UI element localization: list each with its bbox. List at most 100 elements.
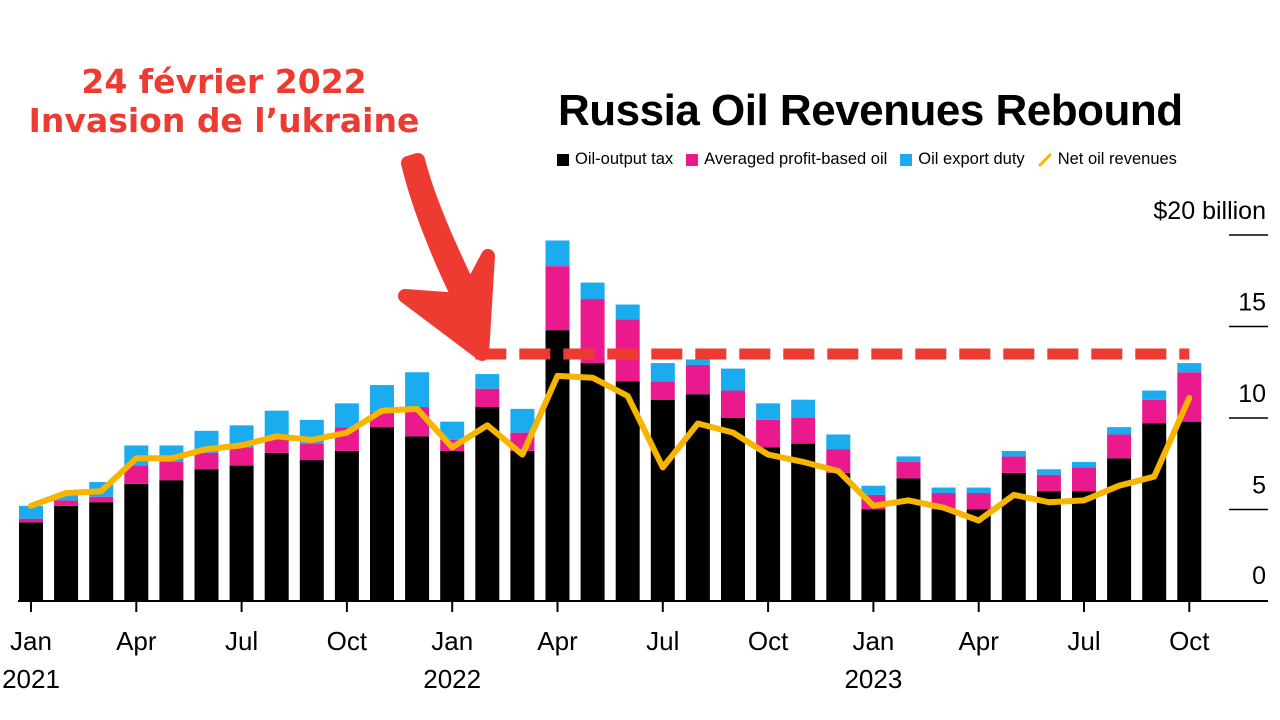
bar-oil-output-tax [826, 472, 851, 601]
legend-label-export-duty: Oil export duty [918, 150, 1025, 168]
bar-export-duty [1072, 461, 1096, 468]
bar-profit-based [650, 381, 675, 400]
bar-profit-based [475, 388, 500, 408]
bar-export-duty [685, 359, 710, 365]
bar-export-duty [580, 282, 605, 300]
bar-export-duty [545, 240, 570, 267]
x-tick-label: Apr [958, 626, 999, 656]
x-tick-label: Jan [431, 626, 473, 656]
bar-oil-output-tax [721, 418, 745, 601]
bar-oil-output-tax [510, 450, 535, 601]
bar-profit-based [299, 443, 324, 461]
bar-oil-output-tax [1036, 491, 1061, 601]
bar-profit-based [896, 461, 921, 479]
bar-export-duty [1107, 427, 1132, 435]
y-tick-label: $20 billion [1153, 197, 1266, 225]
bar-profit-based [54, 500, 79, 506]
bar-export-duty [721, 368, 745, 391]
x-year-label: 2023 [844, 664, 902, 694]
bar-oil-output-tax [1107, 458, 1132, 601]
bar-oil-output-tax [861, 509, 886, 601]
bar-export-duty [54, 494, 79, 501]
net-revenue-line-layer [28, 372, 1193, 524]
bar-profit-based [966, 493, 991, 510]
x-tick-label: Oct [327, 626, 368, 656]
bar-oil-output-tax [966, 509, 991, 601]
bar-export-duty [756, 403, 781, 420]
annotation-date: 24 février 2022 [81, 62, 367, 101]
x-tick-label: Jul [646, 626, 679, 656]
legend-label-oil-output-tax: Oil-output tax [575, 150, 674, 168]
x-year-label: 2021 [2, 664, 60, 694]
bar-oil-output-tax [896, 478, 921, 601]
bar-export-duty [966, 487, 991, 494]
legend-item-net-revenues: Net oil revenues [1038, 150, 1177, 169]
bar-export-duty [650, 363, 675, 382]
bar-oil-output-tax [1072, 491, 1096, 601]
bar-oil-output-tax [264, 452, 289, 601]
x-tick-label: Apr [537, 626, 578, 656]
legend-swatch-oil-output-tax [557, 153, 569, 166]
x-tick-label: Oct [1169, 626, 1210, 656]
bar-profit-based [1072, 467, 1096, 492]
bar-oil-output-tax [685, 394, 710, 601]
bar-export-duty [440, 421, 465, 440]
legend-label-net-revenues: Net oil revenues [1057, 150, 1177, 168]
x-tick-label: Jan [10, 626, 52, 656]
bar-oil-output-tax [545, 330, 570, 601]
bar-export-duty [1001, 450, 1026, 457]
bar-profit-based [721, 390, 745, 418]
bar-oil-output-tax [440, 450, 465, 601]
legend-item-export-duty: Oil export duty [900, 150, 1025, 169]
x-tick-label: Oct [748, 626, 789, 656]
bar-export-duty [791, 399, 816, 418]
bar-oil-output-tax [931, 509, 956, 601]
arrow-layer [398, 153, 495, 361]
bar-export-duty [264, 410, 289, 437]
bar-profit-based [1036, 474, 1061, 492]
bar-profit-based [19, 518, 43, 523]
bar-profit-based [1107, 434, 1132, 459]
bar-oil-output-tax [299, 460, 324, 601]
bar-export-duty [1177, 363, 1202, 373]
bar-oil-output-tax [650, 399, 675, 601]
legend-item-profit-based: Averaged profit-based oil [686, 150, 887, 169]
arrow-icon [398, 153, 495, 361]
legend-swatch-profit-based [686, 153, 699, 166]
annotation-event: Invasion de l’ukraine [28, 101, 420, 140]
y-tick-label: 10 [1238, 380, 1266, 408]
bar-profit-based [756, 419, 781, 448]
y-tick-label: 15 [1238, 289, 1266, 317]
bar-profit-based [1001, 456, 1026, 473]
net-revenue-line [28, 372, 1193, 524]
y-tick-label: 0 [1252, 562, 1266, 590]
bar-export-duty [1142, 390, 1167, 400]
bar-export-duty [475, 374, 500, 389]
x-year-label: 2022 [423, 664, 481, 694]
bar-oil-output-tax [1142, 423, 1167, 601]
bar-profit-based [229, 447, 254, 466]
bar-export-duty [615, 304, 640, 320]
bar-oil-output-tax [54, 505, 79, 601]
x-tick-label: Apr [116, 626, 157, 656]
bar-profit-based [545, 266, 570, 331]
bar-oil-output-tax [19, 522, 43, 601]
bar-oil-output-tax [580, 363, 605, 601]
legend-label-profit-based: Averaged profit-based oil [704, 150, 888, 168]
bar-oil-output-tax [370, 427, 394, 601]
axes-layer: Jan 2021 Apr Jul Oct Jan 2022 Apr Jul Oct Jan 2023 A… [2, 197, 1268, 694]
x-tick-label: Jul [1067, 626, 1100, 656]
bar-export-duty [405, 372, 430, 408]
bar-export-duty [19, 505, 43, 519]
bar-profit-based [89, 496, 114, 503]
bar-profit-based [194, 452, 219, 470]
bar-profit-based [685, 364, 710, 395]
bar-export-duty [861, 485, 886, 495]
y-tick-label: 5 [1252, 472, 1266, 500]
bar-export-duty [931, 487, 956, 494]
bar-oil-output-tax [334, 450, 359, 601]
x-tick-label: Jan [852, 626, 894, 656]
bar-oil-output-tax [791, 443, 816, 601]
bar-layer [19, 240, 1202, 601]
